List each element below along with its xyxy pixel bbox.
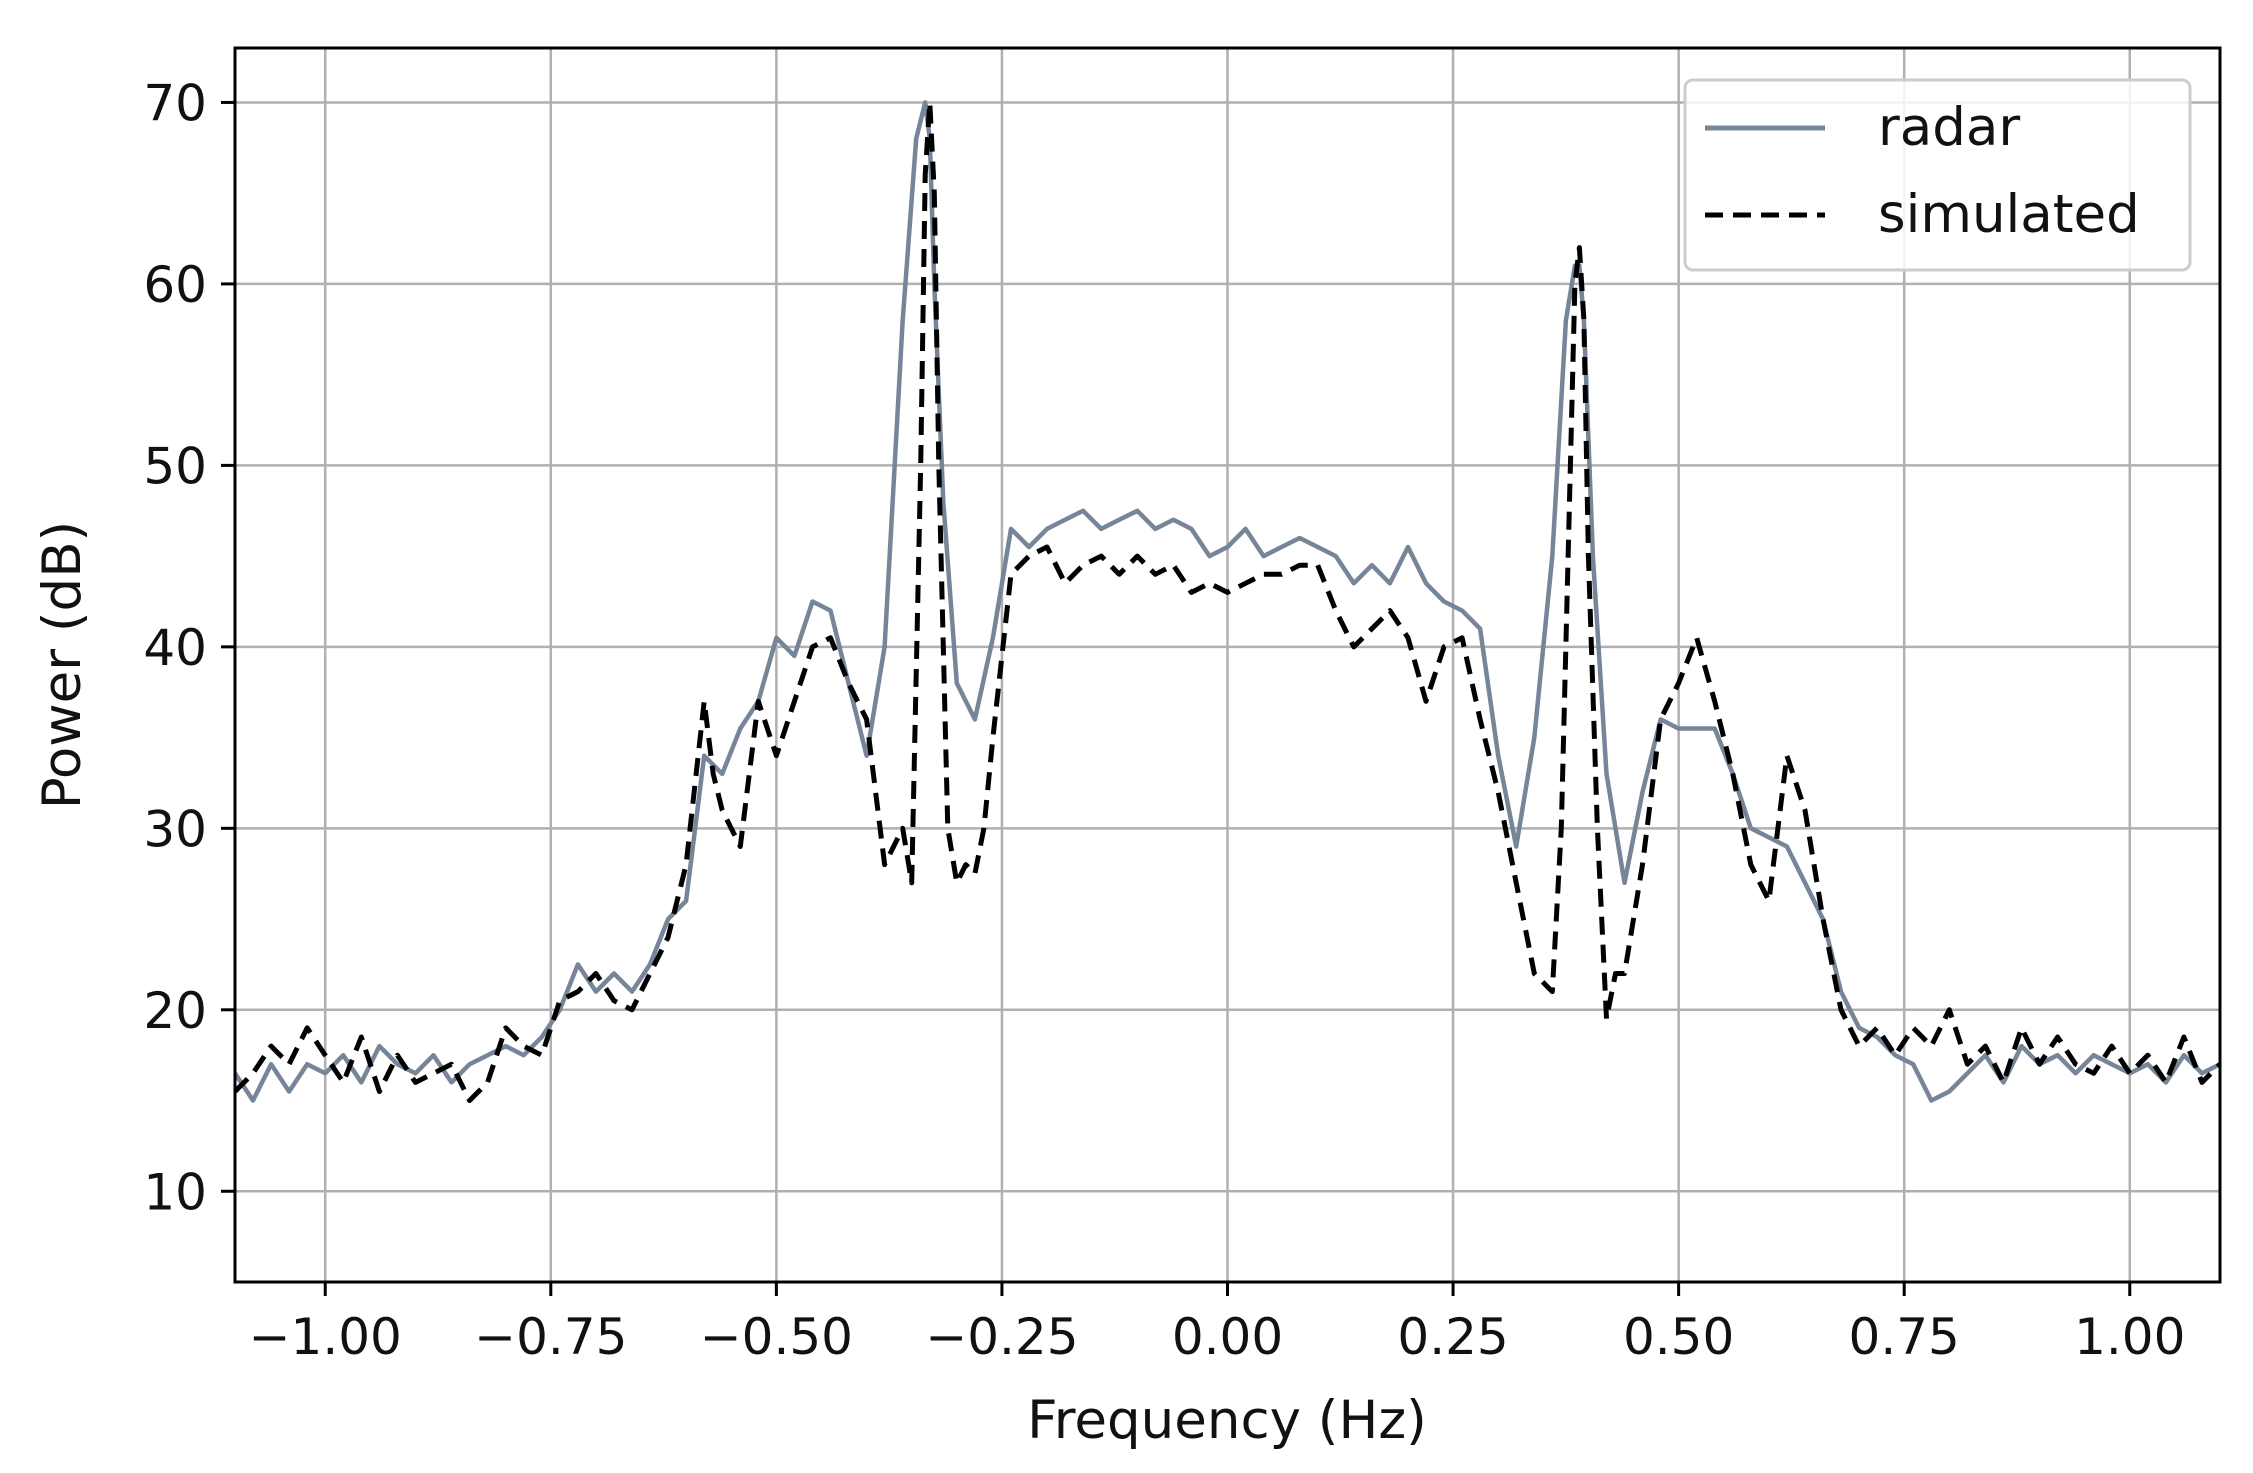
- y-tick-label: 70: [143, 74, 207, 132]
- x-tick-label: −0.25: [925, 1308, 1078, 1366]
- y-axis-label: Power (dB): [32, 521, 93, 809]
- y-tick-label: 50: [143, 437, 207, 495]
- x-tick-label: 0.25: [1397, 1308, 1508, 1366]
- y-tick-label: 30: [143, 800, 207, 858]
- y-tick-label: 10: [143, 1163, 207, 1221]
- x-tick-label: 0.00: [1172, 1308, 1283, 1366]
- x-axis-label: Frequency (Hz): [1027, 1390, 1427, 1451]
- y-tick-label: 40: [143, 619, 207, 677]
- y-tick-label: 60: [143, 256, 207, 314]
- ticks: −1.00 −0.75 −0.50 −0.25 0.00 0.25 0.50 0.75 1.00…: [143, 74, 2185, 1366]
- x-tick-label: 0.50: [1623, 1308, 1734, 1366]
- x-tick-label: 1.00: [2074, 1308, 2185, 1366]
- series-layer: [233, 99, 2222, 1103]
- legend-label-radar: radar: [1878, 97, 2020, 158]
- legend: radar simulated: [1683, 78, 2192, 272]
- y-tick-label: 20: [143, 982, 207, 1040]
- x-tick-label: −0.75: [474, 1308, 627, 1366]
- x-tick-label: −0.50: [700, 1308, 853, 1366]
- x-tick-label: 0.75: [1849, 1308, 1960, 1366]
- series-line-simulated: [233, 99, 2222, 1103]
- legend-label-simulated: simulated: [1878, 184, 2140, 245]
- x-tick-label: −1.00: [249, 1308, 402, 1366]
